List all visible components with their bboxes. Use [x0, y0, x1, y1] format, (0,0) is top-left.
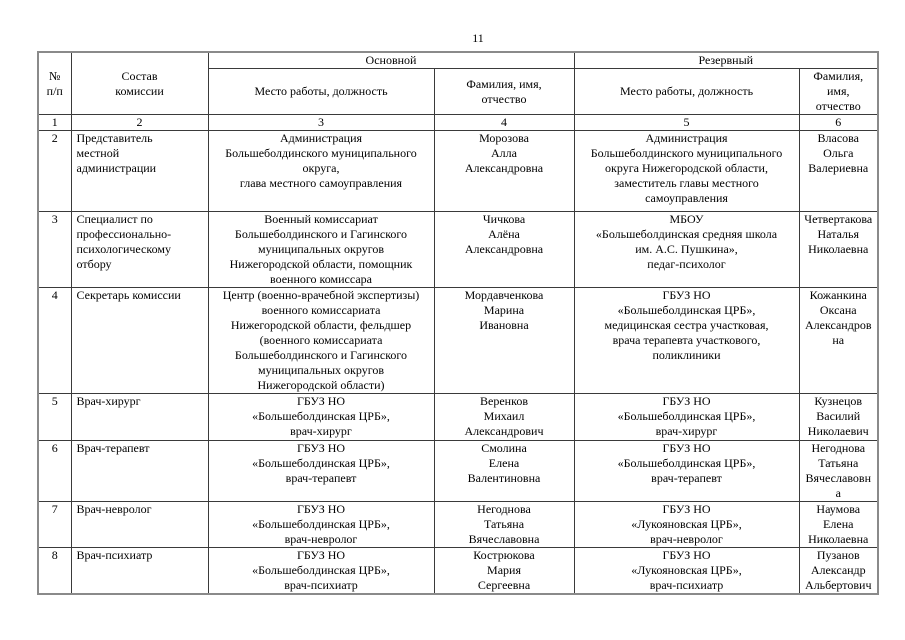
reserve-name-cell: Наумова Елена Николаевна	[798, 501, 879, 548]
row-number-cell: 4	[37, 287, 72, 394]
reserve-name-cell: Негоднова Татьяна Вячеславовн а	[798, 440, 879, 502]
main-workplace-cell: ГБУЗ НО «Большеболдинская ЦРБ», врач-хир…	[207, 393, 435, 441]
table-header: № п/п Состав комиссии Основной Резервный…	[37, 51, 879, 131]
row-number-cell: 6	[37, 440, 72, 502]
composition-cell: Представитель местной администрации	[70, 130, 209, 212]
table-row: 7 Врач-невролог ГБУЗ НО «Большеболдинска…	[37, 501, 879, 548]
reserve-workplace-cell: ГБУЗ НО «Лукояновская ЦРБ», врач-невроло…	[573, 501, 800, 548]
reserve-workplace-cell: МБОУ «Большеболдинская средняя школа им.…	[573, 211, 800, 288]
main-name-cell: Негоднова Татьяна Вячеславовна	[433, 501, 575, 548]
header-group-main: Основной	[207, 51, 575, 69]
main-workplace-cell: Военный комиссариат Большеболдинского и …	[207, 211, 435, 288]
index-cell-1: 1	[37, 114, 72, 131]
table-row: 8 Врач-психиатр ГБУЗ НО «Большеболдинска…	[37, 547, 879, 595]
header-subrow: Место работы, должность Фамилия, имя, от…	[38, 68, 879, 115]
reserve-name-cell: Кузнецов Василий Николаевич	[798, 393, 879, 441]
composition-cell: Врач-невролог	[70, 501, 209, 548]
main-workplace-cell: Администрация Большеболдинского муниципа…	[207, 130, 435, 212]
composition-cell: Секретарь комиссии	[70, 287, 209, 394]
header-index-row: 1 2 3 4 5 6	[37, 114, 879, 131]
header-cell-composition: Состав комиссии	[70, 51, 209, 115]
main-workplace-cell: Центр (военно-врачебной экспертизы) воен…	[207, 287, 435, 394]
main-workplace-cell: ГБУЗ НО «Большеболдинская ЦРБ», врач-пси…	[207, 547, 435, 595]
table-body: 2 Представитель местной администрации Ад…	[37, 130, 879, 595]
row-number-cell: 2	[37, 130, 72, 212]
main-name-cell: Кострюкова Мария Сергеевна	[433, 547, 575, 595]
table-row: 4 Секретарь комиссии Центр (военно-враче…	[37, 287, 879, 394]
header-cell-main-name: Фамилия, имя, отчество	[433, 68, 575, 115]
reserve-name-cell: Власова Ольга Валериевна	[798, 130, 879, 212]
header-cell-main-workplace: Место работы, должность	[207, 68, 435, 115]
header-cell-number: № п/п	[37, 51, 72, 115]
main-name-cell: Смолина Елена Валентиновна	[433, 440, 575, 502]
reserve-workplace-cell: ГБУЗ НО «Лукояновская ЦРБ», врач-психиат…	[573, 547, 800, 595]
reserve-workplace-cell: ГБУЗ НО «Большеболдинская ЦРБ», медицинс…	[573, 287, 800, 394]
reserve-name-cell: Кожанкина Оксана Александров на	[798, 287, 879, 394]
main-name-cell: Чичкова Алёна Александровна	[433, 211, 575, 288]
composition-cell: Врач-хирург	[70, 393, 209, 441]
composition-cell: Врач-терапевт	[70, 440, 209, 502]
reserve-workplace-cell: ГБУЗ НО «Большеболдинская ЦРБ», врач-тер…	[573, 440, 800, 502]
reserve-workplace-cell: ГБУЗ НО «Большеболдинская ЦРБ», врач-хир…	[573, 393, 800, 441]
main-workplace-cell: ГБУЗ НО «Большеболдинская ЦРБ», врач-тер…	[207, 440, 435, 502]
header-group-row: № п/п Состав комиссии Основной Резервный	[37, 51, 879, 115]
reserve-workplace-cell: Администрация Большеболдинского муниципа…	[573, 130, 800, 212]
table-row: 2 Представитель местной администрации Ад…	[37, 130, 879, 212]
header-cell-reserve-workplace: Место работы, должность	[573, 68, 800, 115]
index-cell-3: 3	[207, 114, 435, 131]
table-row: 6 Врач-терапевт ГБУЗ НО «Большеболдинска…	[37, 440, 879, 502]
index-cell-2: 2	[70, 114, 209, 131]
row-number-cell: 8	[37, 547, 72, 595]
main-workplace-cell: ГБУЗ НО «Большеболдинская ЦРБ», врач-нев…	[207, 501, 435, 548]
header-group-reserve: Резервный	[573, 51, 879, 69]
reserve-name-cell: Четвертакова Наталья Николаевна	[798, 211, 879, 288]
composition-cell: Врач-психиатр	[70, 547, 209, 595]
commission-table: № п/п Состав комиссии Основной Резервный…	[37, 51, 880, 595]
header-cell-reserve-name: Фамилия, имя, отчество	[798, 68, 879, 115]
table-row: 3 Специалист по профессионально- психоло…	[37, 211, 879, 288]
row-number-cell: 7	[37, 501, 72, 548]
index-cell-4: 4	[433, 114, 575, 131]
main-name-cell: Веренков Михаил Александрович	[433, 393, 575, 441]
row-number-cell: 3	[37, 211, 72, 288]
index-cell-5: 5	[573, 114, 800, 131]
row-number-cell: 5	[37, 393, 72, 441]
table-row: 5 Врач-хирург ГБУЗ НО «Большеболдинская …	[37, 393, 879, 441]
main-name-cell: Морозова Алла Александровна	[433, 130, 575, 212]
page-number: 11	[472, 31, 484, 45]
reserve-name-cell: Пузанов Александр Альбертович	[798, 547, 879, 595]
composition-cell: Специалист по профессионально- психологи…	[70, 211, 209, 288]
main-name-cell: Мордавченкова Марина Ивановна	[433, 287, 575, 394]
index-cell-6: 6	[798, 114, 879, 131]
